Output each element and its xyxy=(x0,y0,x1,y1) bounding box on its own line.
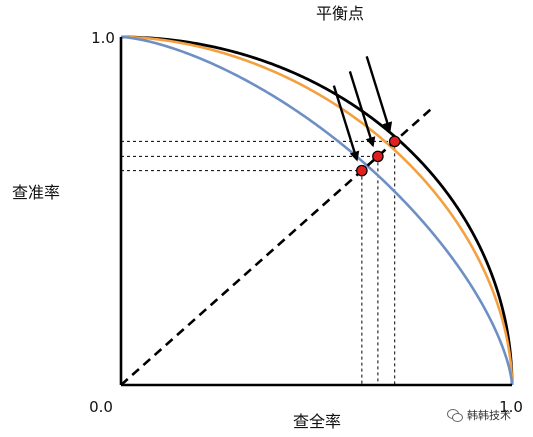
break-even-point-3 xyxy=(388,135,401,148)
break-even-points xyxy=(356,135,401,177)
watermark: 韩韩技术 xyxy=(447,407,511,423)
pr-curve-2 xyxy=(120,35,514,386)
pr-curve-3 xyxy=(120,35,514,386)
origin-tick: 0.0 xyxy=(89,398,113,416)
y-tick-max: 1.0 xyxy=(91,29,115,47)
wechat-icon xyxy=(447,408,463,422)
projection-lines xyxy=(121,140,396,385)
arrow-2 xyxy=(348,71,376,148)
diagonal-line xyxy=(120,105,435,386)
arrow-1 xyxy=(332,85,360,162)
watermark-text: 韩韩技术 xyxy=(467,409,511,422)
x-axis-label: 查全率 xyxy=(293,412,341,431)
x-tick-max: 1.0 xyxy=(499,398,523,416)
break-even-point-1 xyxy=(356,164,368,177)
break-even-point-2 xyxy=(372,150,384,163)
y-axis-label: 查准率 xyxy=(12,183,60,202)
callout-arrows xyxy=(332,56,393,162)
arrow-3 xyxy=(365,56,393,133)
chart-title: 平衡点 xyxy=(316,4,364,23)
